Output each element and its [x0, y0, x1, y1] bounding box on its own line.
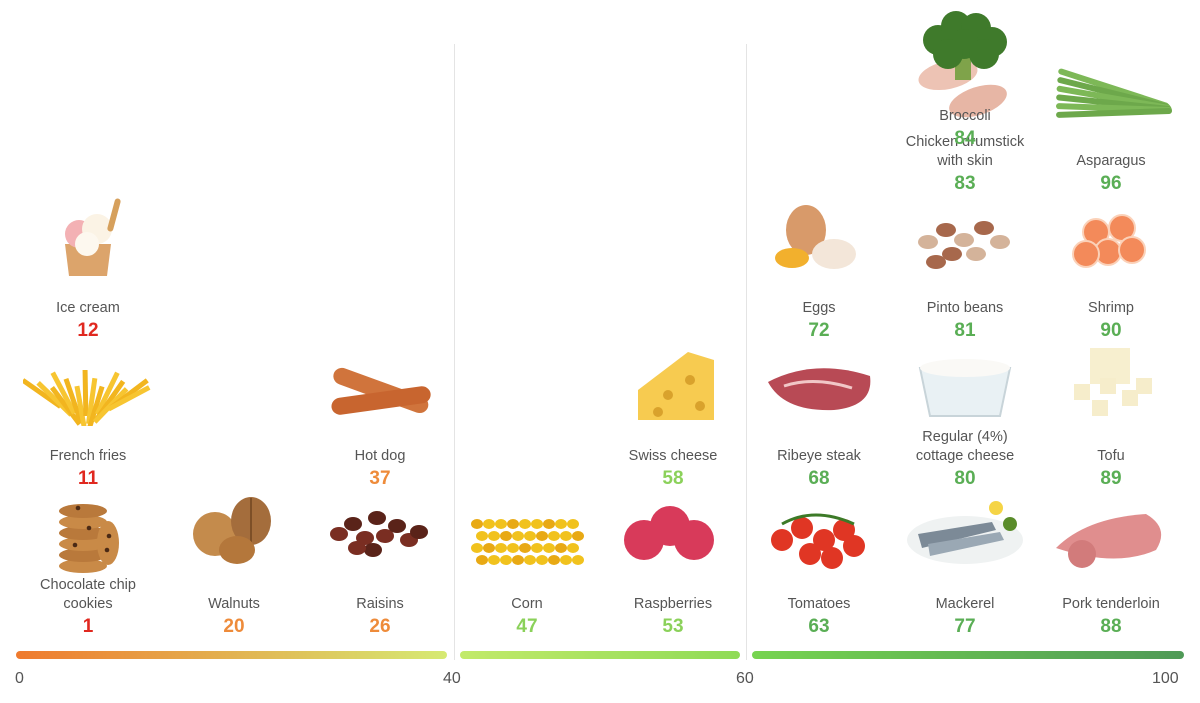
tick-40: 40 — [443, 670, 461, 687]
food-item: Ice cream 12 — [18, 192, 158, 343]
food-score: 37 — [369, 468, 391, 489]
food-label: Broccoli — [939, 108, 991, 124]
food-score: 89 — [1100, 468, 1122, 489]
food-label: Asparagus — [1076, 153, 1146, 169]
food-label: Hot dog — [354, 448, 406, 464]
hot-dog-icon — [331, 367, 431, 415]
divider-60 — [746, 44, 747, 660]
beans-icon — [918, 221, 1010, 269]
food-item: Corn 47 — [457, 488, 597, 639]
food-label: Shrimp — [1088, 300, 1134, 316]
food-item: Ribeye steak 68 — [749, 340, 889, 491]
food-score: 68 — [808, 468, 830, 489]
food-score: 96 — [1100, 173, 1122, 194]
fish-icon — [907, 501, 1023, 564]
food-item: Shrimp 90 — [1041, 192, 1181, 343]
food-label: Raisins — [356, 596, 404, 612]
food-score: 11 — [77, 468, 99, 489]
tomato-icon — [771, 513, 865, 569]
food-item: Pinto beans 81 — [895, 192, 1035, 343]
corn-icon — [471, 519, 584, 565]
food-label: Corn — [511, 596, 543, 612]
steak-icon — [768, 368, 871, 411]
food-score: 83 — [954, 173, 976, 194]
food-item: Walnuts 20 — [164, 488, 304, 639]
food-item: Eggs 72 — [749, 192, 889, 343]
food-label: Pork tenderloin — [1062, 596, 1160, 612]
asparagus-icon — [1055, 68, 1173, 118]
food-score: 26 — [369, 616, 391, 637]
food-item: Chocolate chip cookies 1 — [18, 488, 158, 639]
food-item: Raspberries 53 — [603, 488, 743, 639]
food-label: Ice cream — [56, 300, 120, 316]
food-label: Tomatoes — [787, 596, 851, 612]
food-score: 63 — [808, 616, 830, 637]
food-item: French fries 11 — [18, 340, 158, 491]
fries-icon — [23, 369, 151, 426]
food-score: 81 — [954, 320, 976, 341]
food-item: Broccoli 84 — [895, 0, 1035, 151]
food-label: Regular (4%) cottage cheese — [915, 429, 1015, 464]
food-score: 88 — [1100, 616, 1122, 637]
food-score: 12 — [77, 320, 99, 341]
food-score: 90 — [1100, 320, 1122, 341]
food-label: Chocolate chip cookies — [40, 577, 136, 612]
food-score: 53 — [662, 616, 684, 637]
bar-segment-0-40 — [16, 651, 447, 659]
food-label: Raspberries — [633, 596, 713, 612]
divider-40 — [454, 44, 455, 660]
raspberry-icon — [624, 506, 714, 560]
food-item: Regular (4%) cottage cheese 80 — [895, 340, 1035, 491]
food-label: Pinto beans — [926, 300, 1004, 316]
food-score: 47 — [516, 616, 538, 637]
food-score: 58 — [662, 468, 684, 489]
food-item: Raisins 26 — [310, 488, 450, 639]
food-item: Swiss cheese 58 — [603, 340, 743, 491]
tick-60: 60 — [736, 670, 754, 687]
ice-cream-icon — [65, 198, 121, 276]
pork-icon — [1056, 514, 1162, 568]
tofu-icon — [1074, 348, 1152, 416]
food-label: Walnuts — [208, 596, 260, 612]
cottage-cheese-icon — [918, 359, 1012, 417]
food-score: 20 — [223, 616, 245, 637]
food-score: 72 — [808, 320, 830, 341]
food-item: Asparagus 96 — [1041, 45, 1181, 196]
food-item: Tofu 89 — [1041, 340, 1181, 491]
cheese-icon — [638, 352, 714, 420]
food-label: Mackerel — [935, 596, 995, 612]
bar-segment-40-60 — [460, 651, 740, 659]
food-score: 80 — [954, 468, 976, 489]
tick-0: 0 — [15, 670, 24, 687]
food-label: Chicken drumstick with skin — [905, 134, 1025, 169]
tick-100: 100 — [1152, 670, 1179, 687]
raisin-icon — [330, 511, 428, 557]
food-label: Tofu — [1097, 448, 1125, 464]
walnut-icon — [193, 497, 271, 564]
food-item: Pork tenderloin 88 — [1041, 488, 1181, 639]
food-score: 1 — [82, 616, 94, 637]
food-label: French fries — [49, 448, 127, 464]
food-item: Tomatoes 63 — [749, 488, 889, 639]
bar-segment-60-100 — [752, 651, 1184, 659]
food-item: Mackerel 77 — [895, 488, 1035, 639]
food-score: 84 — [954, 128, 976, 149]
food-label: Ribeye steak — [777, 448, 861, 464]
shrimp-icon — [1072, 214, 1146, 268]
food-score: 77 — [954, 616, 976, 637]
food-label: Eggs — [802, 300, 836, 316]
food-label: Swiss cheese — [628, 448, 718, 464]
food-item: Hot dog 37 — [310, 340, 450, 491]
egg-icon — [775, 205, 856, 269]
broccoli-icon — [923, 11, 1007, 80]
cookie-icon — [59, 504, 119, 573]
